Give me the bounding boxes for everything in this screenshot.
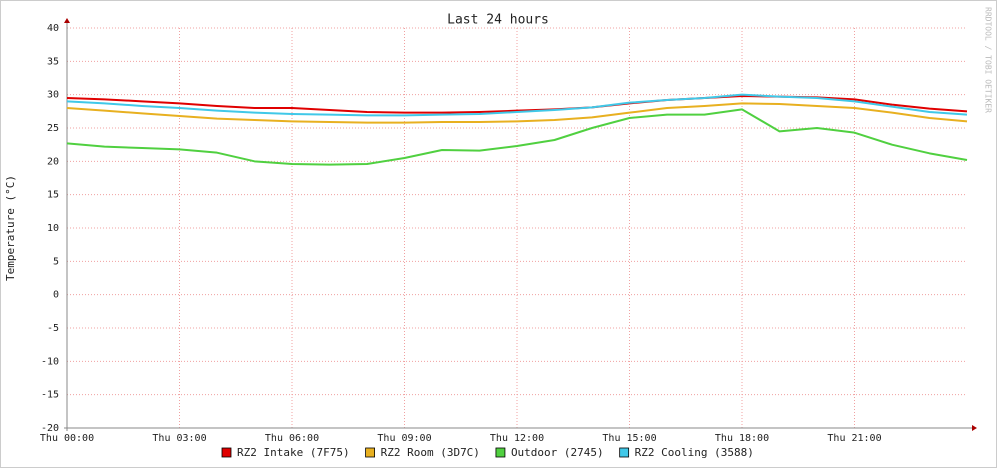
legend-swatch [221,447,232,458]
axis-arrow [64,18,70,23]
y-tick-label: -5 [47,323,59,334]
y-tick-label: -20 [41,423,59,434]
y-tick-label: 40 [47,23,59,34]
y-tick-label: 30 [47,90,59,101]
y-tick-label: 25 [47,123,59,134]
x-tick-label: Thu 21:00 [827,433,881,444]
y-tick-label: -10 [41,356,59,367]
x-tick-label: Thu 09:00 [377,433,431,444]
watermark: RRDTOOL / TOBI OETIKER [984,7,993,113]
x-tick-label: Thu 15:00 [602,433,656,444]
y-tick-label: 35 [47,56,59,67]
legend-label: RZ2 Room (3D7C) [381,446,480,459]
legend-swatch [495,447,506,458]
x-tick-label: Thu 00:00 [40,433,94,444]
y-tick-label: 5 [53,256,59,267]
legend-swatch [619,447,630,458]
y-tick-label: 0 [53,290,59,301]
y-tick-label: 10 [47,223,59,234]
axis-arrow [972,425,977,431]
x-tick-label: Thu 18:00 [715,433,769,444]
legend-swatch [365,447,375,458]
y-tick-label: 20 [47,156,59,167]
chart-title: Last 24 hours [447,13,549,28]
y-tick-label: 15 [47,190,59,201]
x-tick-label: Thu 12:00 [490,433,544,444]
legend-label: Outdoor (2745) [511,446,604,459]
series-line [66,102,968,124]
y-tick-label: -15 [41,390,59,401]
y-axis-label: Temperature (°C) [4,175,17,281]
series-line [66,93,968,117]
legend-label: RZ2 Cooling (3588) [635,446,754,459]
legend-label: RZ2 Intake (7F75) [237,446,350,459]
x-tick-label: Thu 06:00 [265,433,319,444]
x-tick-label: Thu 03:00 [152,433,206,444]
series-line [66,108,968,166]
